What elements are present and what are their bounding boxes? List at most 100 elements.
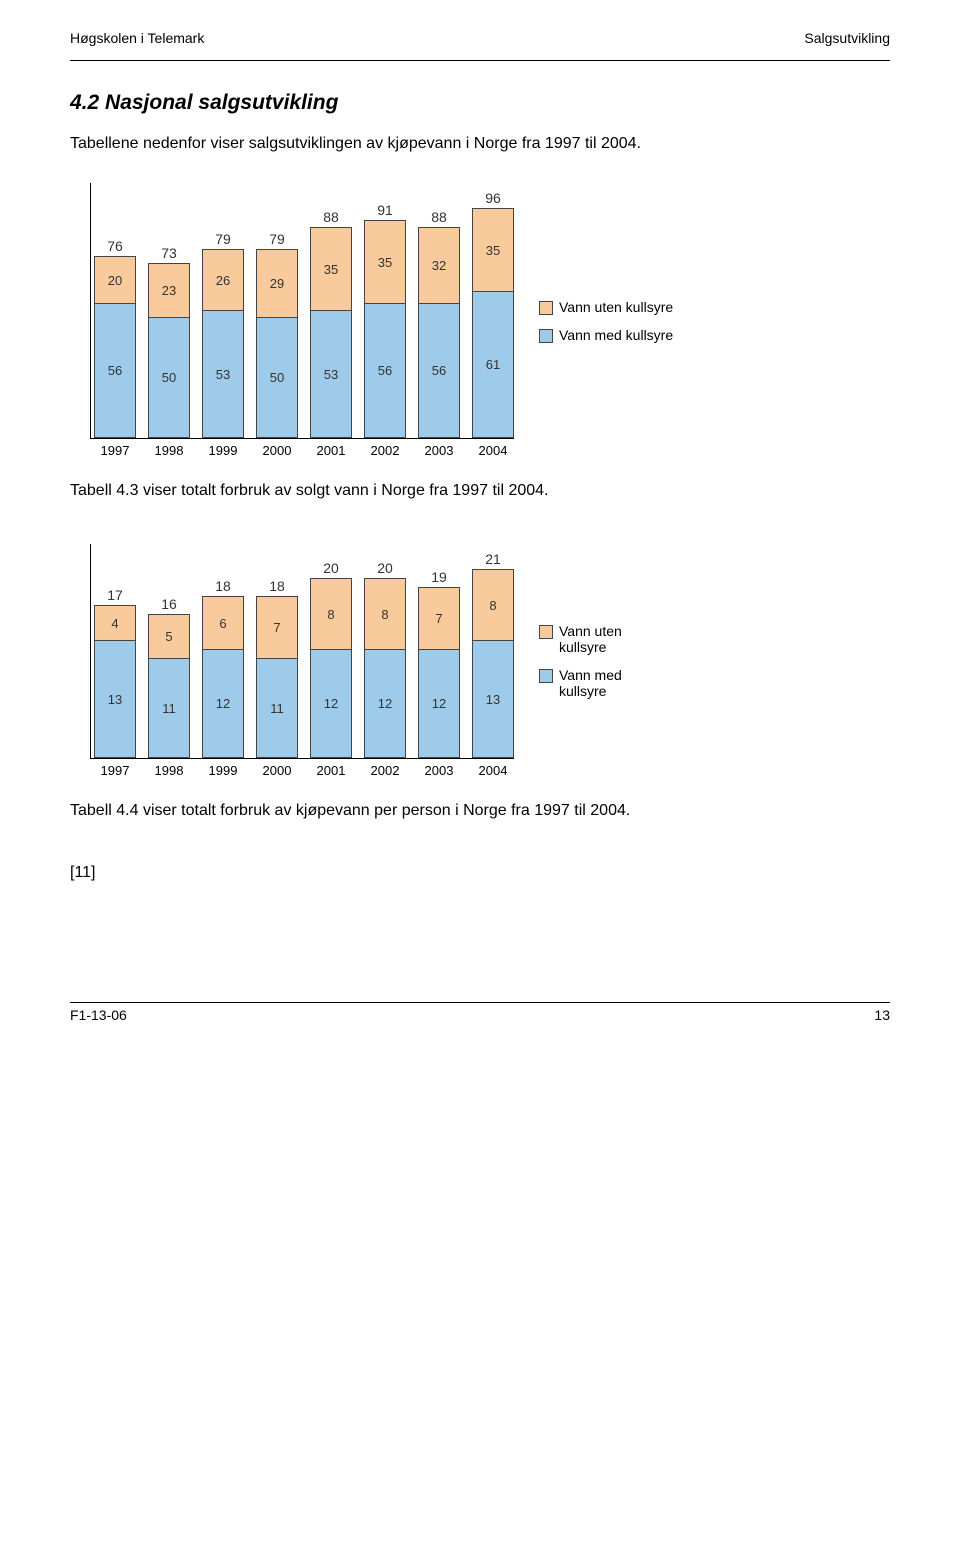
bar-column: 16 511 — [148, 596, 190, 758]
bar-total-label: 96 — [485, 190, 501, 206]
x-axis-label: 2001 — [310, 443, 352, 458]
bar-stack: 2056 — [94, 256, 136, 438]
bar-segment-bottom: 11 — [148, 659, 190, 758]
bar-segment-top: 20 — [94, 256, 136, 304]
bar-segment-bottom: 12 — [310, 650, 352, 758]
chart-2-legend: Vann uten kullsyre Vann med kullsyre — [539, 623, 639, 699]
bar-total-label: 17 — [107, 587, 123, 603]
bar-segment-bottom: 13 — [94, 641, 136, 758]
bar-column: 20 812 — [364, 560, 406, 758]
legend-item: Vann uten kullsyre — [539, 299, 673, 315]
bar-total-label: 20 — [377, 560, 393, 576]
chart-1-bars: 7620567323507926537929508835539135568832… — [90, 183, 514, 439]
page-footer: F1-13-06 13 — [70, 1002, 890, 1023]
bar-total-label: 79 — [269, 231, 285, 247]
bar-segment-top: 6 — [202, 596, 244, 650]
bar-column: 18711 — [256, 578, 298, 758]
legend-swatch — [539, 625, 553, 639]
bar-stack: 612 — [202, 596, 244, 758]
bar-column: 91 3556 — [364, 202, 406, 438]
bar-column: 88 3256 — [418, 209, 460, 438]
bar-total-label: 18 — [269, 578, 285, 594]
x-axis-label: 2000 — [256, 763, 298, 778]
x-axis-label: 2002 — [364, 443, 406, 458]
page-header: Høgskolen i Telemark Salgsutvikling — [70, 30, 890, 46]
caption-1: Tabell 4.3 viser totalt forbruk av solgt… — [70, 482, 890, 500]
bar-stack: 2350 — [148, 263, 190, 438]
bar-stack: 3561 — [472, 208, 514, 438]
chart-2-xaxis: 19971998199920002001200220032004 — [90, 763, 514, 778]
legend-item: Vann med kullsyre — [539, 327, 673, 343]
x-axis-label: 1998 — [148, 763, 190, 778]
bar-total-label: 19 — [431, 569, 447, 585]
legend-label: Vann uten kullsyre — [559, 623, 639, 655]
bar-segment-bottom: 53 — [202, 311, 244, 438]
bar-stack: 3256 — [418, 227, 460, 438]
bar-column: 20812 — [310, 560, 352, 758]
x-axis-label: 2003 — [418, 443, 460, 458]
x-axis-label: 1997 — [94, 763, 136, 778]
bar-total-label: 76 — [107, 238, 123, 254]
bar-segment-bottom: 56 — [418, 304, 460, 438]
bar-segment-top: 7 — [418, 587, 460, 650]
footer-rule — [70, 1002, 890, 1003]
bar-column: 88 3553 — [310, 209, 352, 438]
bar-segment-bottom: 61 — [472, 292, 514, 438]
bar-total-label: 73 — [161, 245, 177, 261]
bar-segment-top: 26 — [202, 249, 244, 311]
caption-2: Tabell 4.4 viser totalt forbruk av kjøpe… — [70, 802, 890, 820]
bar-stack: 511 — [148, 614, 190, 758]
x-axis-label: 2004 — [472, 443, 514, 458]
reference: [11] — [70, 864, 890, 882]
bar-total-label: 88 — [323, 209, 339, 225]
bar-segment-top: 35 — [310, 227, 352, 311]
footer-right: 13 — [874, 1007, 890, 1023]
bar-total-label: 88 — [431, 209, 447, 225]
legend-label: Vann med kullsyre — [559, 327, 673, 343]
bar-stack: 3553 — [310, 227, 352, 438]
bar-segment-top: 8 — [310, 578, 352, 650]
x-axis-label: 1997 — [94, 443, 136, 458]
footer-left: F1-13-06 — [70, 1007, 127, 1023]
bar-segment-bottom: 12 — [364, 650, 406, 758]
bar-stack: 712 — [418, 587, 460, 758]
legend-item: Vann med kullsyre — [539, 667, 639, 699]
bar-total-label: 18 — [215, 578, 231, 594]
intro-text: Tabellene nedenfor viser salgsutviklinge… — [70, 135, 890, 153]
legend-swatch — [539, 301, 553, 315]
bar-total-label: 91 — [377, 202, 393, 218]
bar-segment-bottom: 50 — [256, 318, 298, 438]
chart-1-legend: Vann uten kullsyre Vann med kullsyre — [539, 299, 673, 343]
bar-column: 73 2350 — [148, 245, 190, 438]
bar-column: 792653 — [202, 231, 244, 439]
bar-segment-top: 5 — [148, 614, 190, 659]
legend-swatch — [539, 329, 553, 343]
legend-item: Vann uten kullsyre — [539, 623, 639, 655]
x-axis-label: 1999 — [202, 443, 244, 458]
legend-label: Vann uten kullsyre — [559, 299, 673, 315]
bar-segment-top: 8 — [472, 569, 514, 641]
x-axis-label: 2002 — [364, 763, 406, 778]
bar-column: 21813 — [472, 551, 514, 758]
bar-stack: 2950 — [256, 249, 298, 439]
bar-column: 18 612 — [202, 578, 244, 758]
bar-stack: 812 — [310, 578, 352, 758]
header-rule — [70, 60, 890, 61]
bar-total-label: 16 — [161, 596, 177, 612]
bar-column: 17413 — [94, 587, 136, 758]
x-axis-label: 2001 — [310, 763, 352, 778]
bar-total-label: 21 — [485, 551, 501, 567]
bar-stack: 711 — [256, 596, 298, 758]
x-axis-label: 1998 — [148, 443, 190, 458]
section-title: 4.2 Nasjonal salgsutvikling — [70, 91, 890, 115]
bar-segment-top: 29 — [256, 249, 298, 319]
legend-swatch — [539, 669, 553, 683]
bar-segment-bottom: 56 — [94, 304, 136, 438]
page: Høgskolen i Telemark Salgsutvikling 4.2 … — [0, 0, 960, 1053]
bar-stack: 3556 — [364, 220, 406, 438]
bar-segment-top: 35 — [472, 208, 514, 292]
bar-column: 96 3561 — [472, 190, 514, 438]
x-axis-label: 2004 — [472, 763, 514, 778]
bar-segment-top: 8 — [364, 578, 406, 650]
bar-segment-bottom: 53 — [310, 311, 352, 438]
